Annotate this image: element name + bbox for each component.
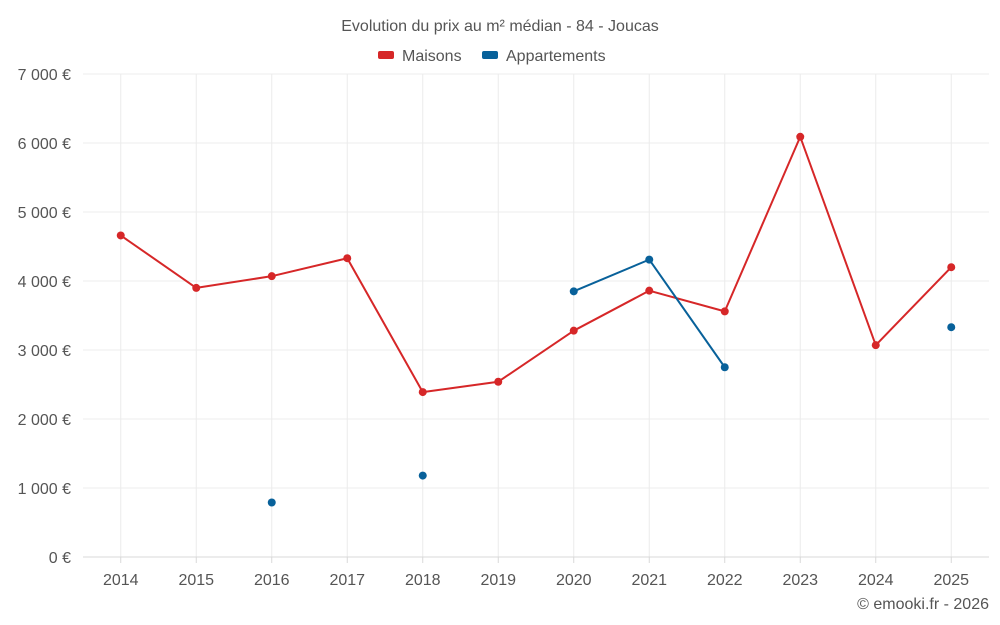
data-point	[494, 377, 503, 386]
data-point	[569, 287, 578, 296]
data-point	[569, 326, 578, 335]
x-tick-label: 2025	[933, 572, 969, 589]
data-point	[116, 231, 125, 240]
data-point	[267, 272, 276, 281]
x-tick-label: 2015	[178, 572, 214, 589]
series	[116, 132, 956, 507]
y-tick-label: 3 000 €	[18, 343, 71, 360]
y-tick-label: 2 000 €	[18, 412, 71, 429]
x-tick-label: 2020	[556, 572, 592, 589]
x-tick-label: 2021	[631, 572, 667, 589]
data-point	[720, 363, 729, 372]
x-tick-label: 2014	[103, 572, 139, 589]
legend: Maisons Appartements	[378, 48, 606, 65]
series-line	[120, 135, 952, 394]
y-tick-label: 0 €	[49, 550, 71, 567]
data-point	[267, 498, 276, 507]
legend-label: Maisons	[402, 48, 462, 65]
data-point	[947, 323, 956, 332]
series-appartements	[267, 255, 956, 507]
series-maisons	[116, 132, 956, 397]
data-point	[871, 341, 880, 350]
chart-title: Evolution du prix au m² médian - 84 - Jo…	[341, 18, 658, 35]
grid	[83, 73, 989, 557]
data-point	[947, 263, 956, 272]
legend-swatch	[482, 51, 498, 59]
x-tick-label: 2024	[858, 572, 894, 589]
x-tick-label: 2019	[480, 572, 516, 589]
data-point	[645, 286, 654, 295]
y-tick-label: 4 000 €	[18, 274, 71, 291]
x-tick-label: 2023	[782, 572, 818, 589]
legend-swatch	[378, 51, 394, 59]
y-tick-label: 1 000 €	[18, 481, 71, 498]
data-point	[343, 254, 352, 263]
data-point	[796, 132, 805, 141]
axes: 0 € 1 000 € 2 000 € 3 000 € 4 000 € 5 000 € 6 …	[18, 67, 989, 589]
data-point	[645, 255, 654, 264]
data-point	[720, 307, 729, 316]
x-tick-label: 2022	[707, 572, 743, 589]
credit-text: © emooki.fr - 2026	[857, 596, 989, 613]
y-tick-label: 5 000 €	[18, 205, 71, 222]
y-tick-label: 7 000 €	[18, 67, 71, 84]
x-tick-label: 2018	[405, 572, 441, 589]
data-point	[192, 283, 201, 292]
x-tick-label: 2017	[329, 572, 365, 589]
x-tick-label: 2016	[254, 572, 290, 589]
data-point	[418, 388, 427, 397]
data-point	[418, 471, 427, 480]
y-tick-label: 6 000 €	[18, 136, 71, 153]
legend-label: Appartements	[506, 48, 606, 65]
